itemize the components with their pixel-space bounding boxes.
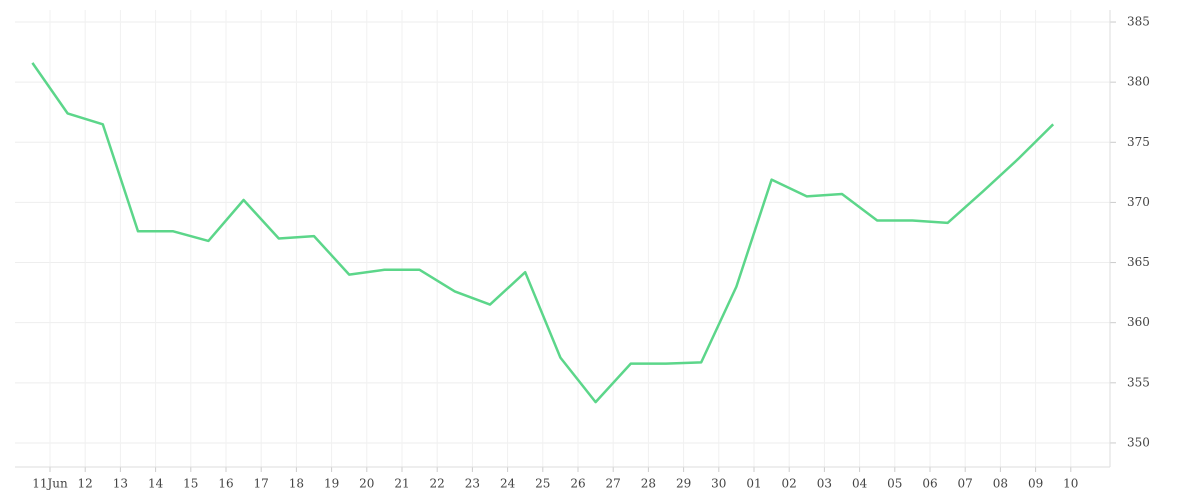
- x-tick-label: 16: [218, 477, 233, 491]
- x-tick-label: 20: [359, 477, 374, 491]
- x-tick-label: 12: [78, 477, 93, 491]
- x-tick-label: 29: [676, 477, 691, 491]
- x-tick-label: 30: [711, 477, 726, 491]
- y-tick-label: 360: [1127, 315, 1150, 329]
- x-tick-label: 27: [606, 477, 621, 491]
- price-line: [31, 62, 1055, 404]
- x-tick-label: 15: [183, 477, 198, 491]
- x-tick-label: 26: [570, 477, 585, 491]
- x-tick-label: 09: [1028, 477, 1043, 491]
- x-tick-label: 08: [993, 477, 1008, 491]
- x-tick-label: 22: [430, 477, 445, 491]
- x-tick-label: 04: [852, 477, 868, 491]
- x-tick-label: 10: [1063, 477, 1078, 491]
- x-tick-label: 14: [148, 477, 164, 491]
- y-tick-label: 350: [1127, 435, 1150, 449]
- x-tick-label: 07: [958, 477, 973, 491]
- x-tick-label: 21: [394, 477, 409, 491]
- x-tick-label: 17: [254, 477, 269, 491]
- x-tick-label: 05: [887, 477, 902, 491]
- x-tick-label: 02: [782, 477, 797, 491]
- x-tick-label: 06: [922, 477, 937, 491]
- x-tick-label: 11Jun: [32, 477, 68, 491]
- x-tick-label: 13: [113, 477, 128, 491]
- x-tick-label: 25: [535, 477, 550, 491]
- y-tick-label: 375: [1127, 135, 1150, 149]
- y-tick-label: 355: [1127, 375, 1150, 389]
- y-tick-label: 365: [1127, 255, 1150, 269]
- x-tick-label: 23: [465, 477, 480, 491]
- x-tick-label: 03: [817, 477, 832, 491]
- y-tick-label: 385: [1127, 15, 1150, 29]
- y-tick-label: 380: [1127, 75, 1150, 89]
- x-tick-label: 01: [746, 477, 761, 491]
- x-tick-label: 28: [641, 477, 656, 491]
- y-tick-label: 370: [1127, 195, 1150, 209]
- x-tick-label: 24: [500, 477, 516, 491]
- x-tick-label: 18: [289, 477, 304, 491]
- x-tick-label: 19: [324, 477, 339, 491]
